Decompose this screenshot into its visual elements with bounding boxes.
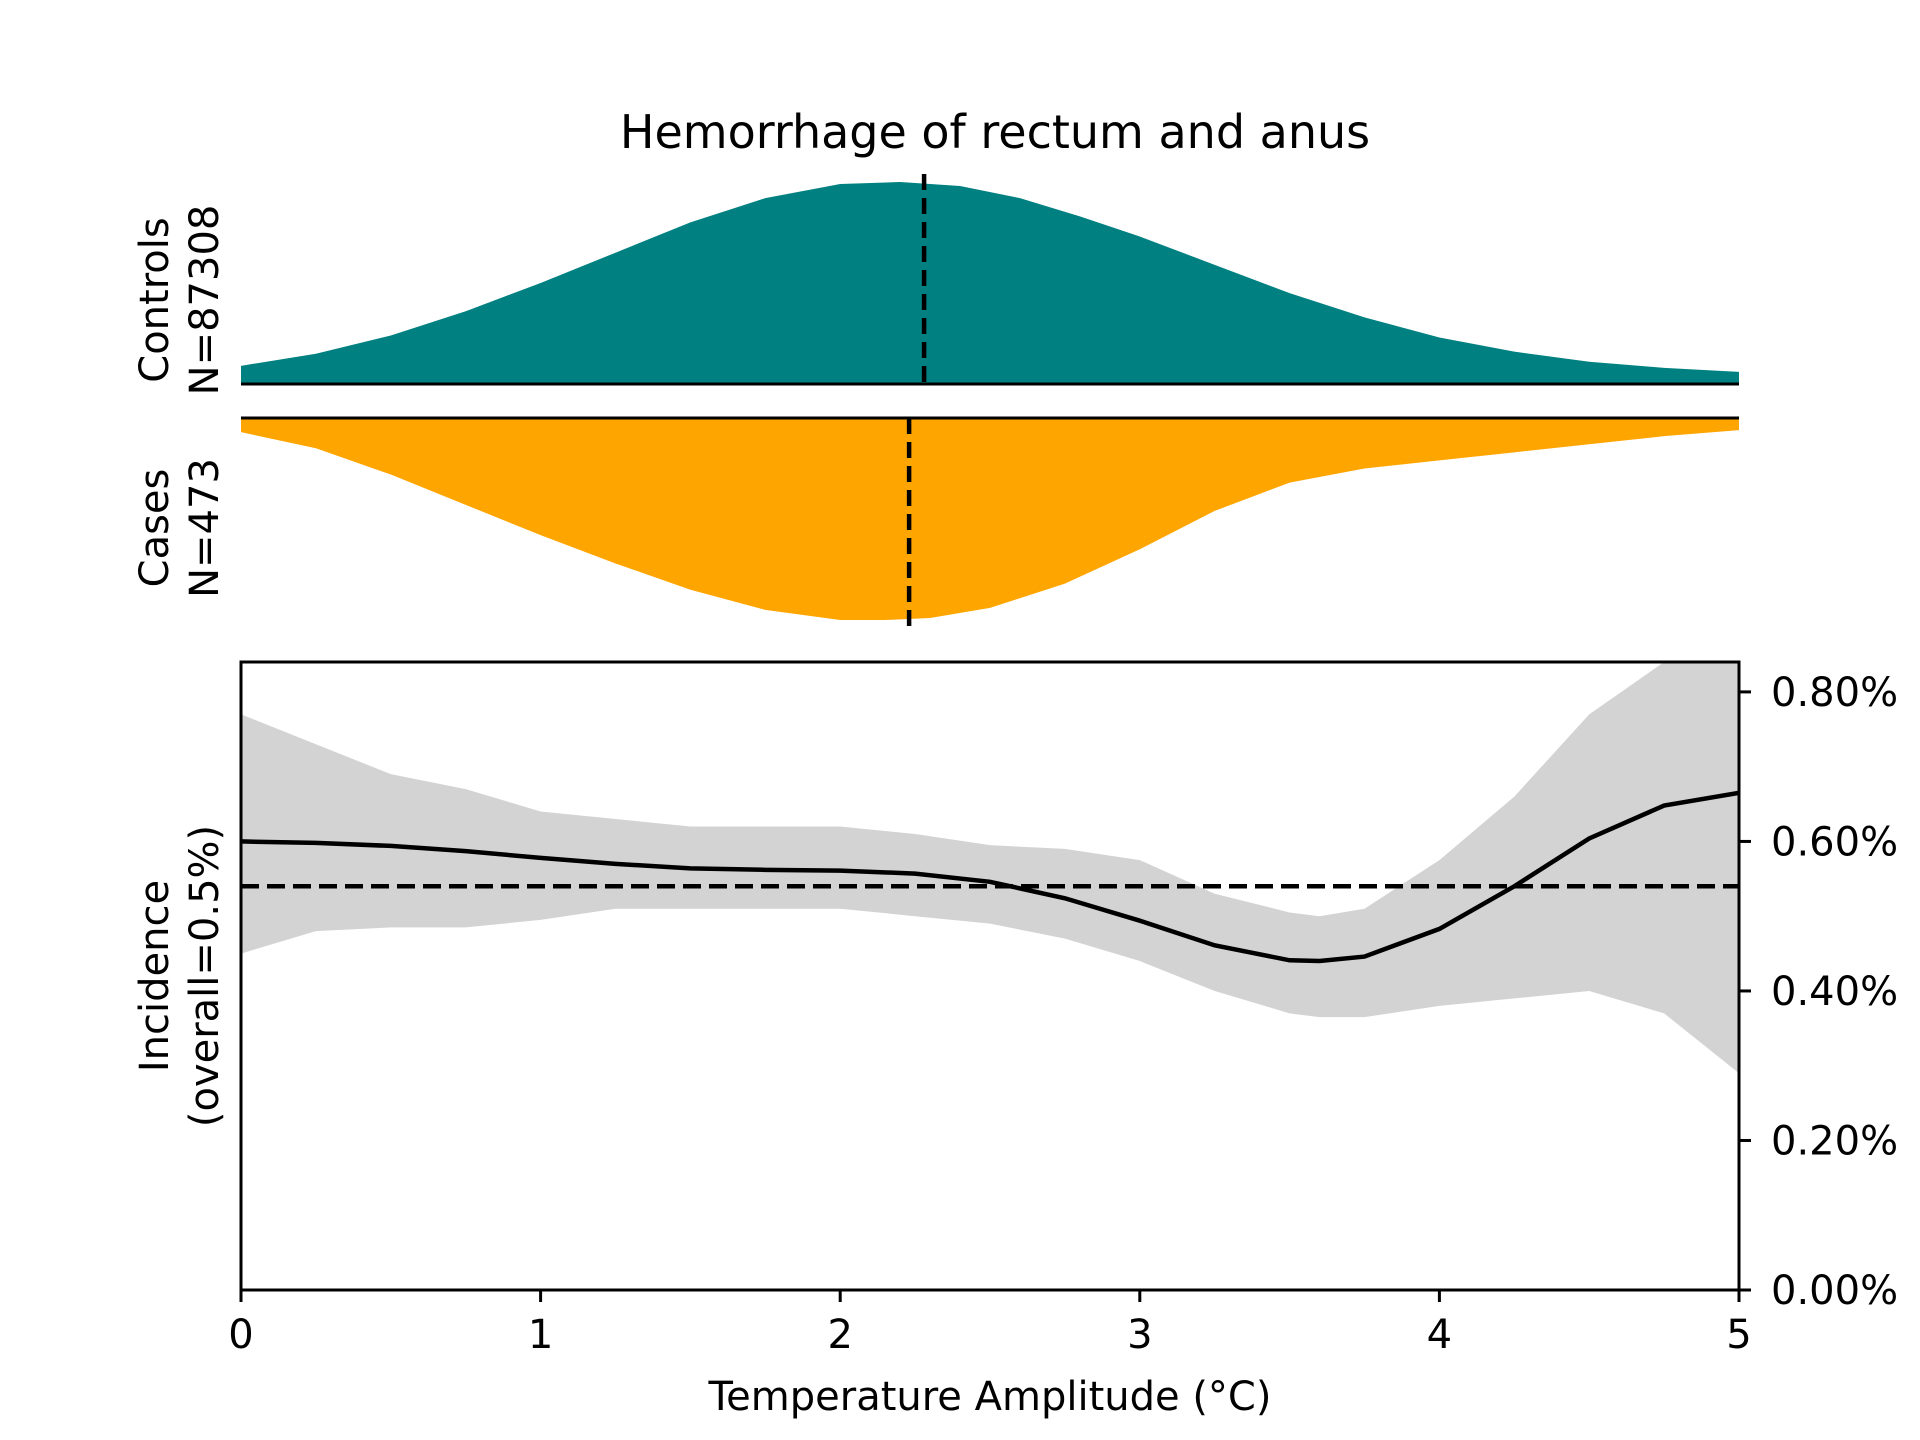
- incidence-ylabel-overall: (overall=0.5%): [182, 825, 228, 1127]
- incidence-curve: [241, 790, 1739, 964]
- controls-density-area: [241, 182, 1739, 384]
- x-tick-label: 1: [528, 1312, 553, 1358]
- x-axis-label: Temperature Amplitude (°C): [708, 1374, 1272, 1420]
- y-tick-label: 0.40%: [1771, 969, 1898, 1015]
- y-tick-label: 0.20%: [1771, 1118, 1898, 1164]
- cases-panel: Cases N=473: [132, 416, 1739, 627]
- x-tick-label: 2: [827, 1312, 852, 1358]
- x-tick-label: 5: [1726, 1312, 1751, 1358]
- controls-ylabel: Controls: [132, 217, 178, 382]
- cases-ylabel-count: N=473: [182, 458, 228, 598]
- incidence-plot-frame: [239, 660, 1741, 1292]
- x-tick-label: 3: [1127, 1312, 1152, 1358]
- x-tick-label: 0: [228, 1312, 253, 1358]
- controls-panel: Controls N=87308: [132, 174, 1739, 395]
- incidence-ylabel: Incidence: [132, 880, 178, 1072]
- controls-ylabel-count: N=87308: [182, 205, 228, 396]
- incidence-panel: 0 1 2 3 4 5 0.00% 0.20% 0.40% 0.60% 0.80% Tempera…: [132, 660, 1898, 1420]
- cases-density-area: [241, 418, 1739, 620]
- x-axis: 0 1 2 3 4 5: [228, 1290, 1752, 1358]
- x-tick-label: 4: [1427, 1312, 1452, 1358]
- y-tick-label: 0.80%: [1771, 670, 1898, 716]
- confidence-band: [241, 662, 1739, 1074]
- y-tick-label: 0.00%: [1771, 1268, 1898, 1314]
- chart-title: Hemorrhage of rectum and anus: [620, 105, 1370, 159]
- y-tick-label: 0.60%: [1771, 819, 1898, 865]
- y-axis-right: 0.00% 0.20% 0.40% 0.60% 0.80%: [1739, 670, 1898, 1314]
- cases-ylabel: Cases: [132, 469, 178, 588]
